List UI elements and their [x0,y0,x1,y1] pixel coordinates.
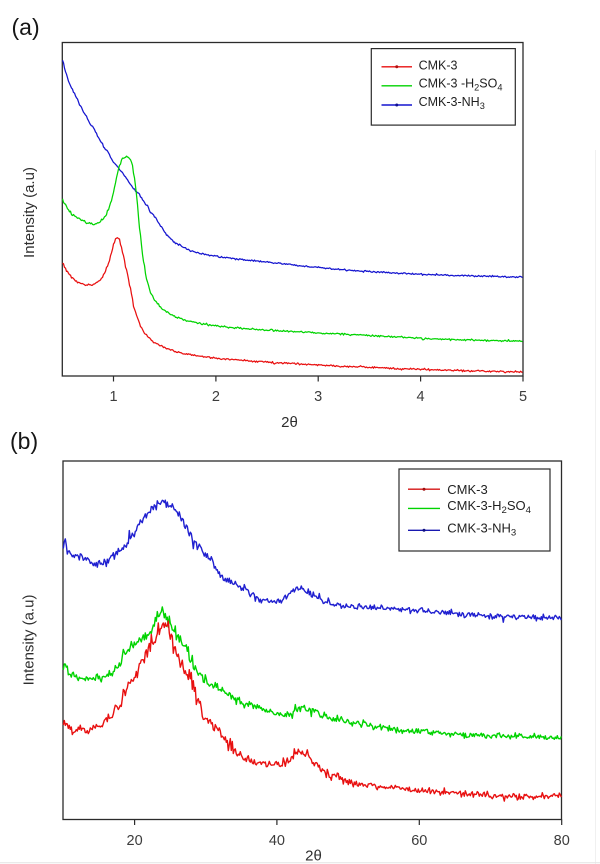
svg-text:5: 5 [519,389,527,405]
svg-text:CMK-3 -H2SO4: CMK-3 -H2SO4 [419,77,503,93]
svg-text:(a): (a) [12,14,40,40]
svg-text:4: 4 [417,389,425,405]
svg-text:Intensity (a.u): Intensity (a.u) [21,595,38,686]
svg-text:CMK-3: CMK-3 [447,482,487,497]
svg-text:20: 20 [127,833,143,849]
svg-text:3: 3 [314,389,322,405]
svg-text:(b): (b) [10,428,38,454]
svg-text:60: 60 [411,833,427,849]
svg-text:CMK-3-NH3: CMK-3-NH3 [419,95,485,111]
svg-text:2θ: 2θ [281,414,298,431]
svg-text:CMK-3-NH3: CMK-3-NH3 [447,520,516,538]
svg-text:80: 80 [554,833,570,849]
svg-text:1: 1 [109,389,117,405]
svg-text:40: 40 [269,833,285,849]
svg-text:2: 2 [212,389,220,405]
svg-text:Intensity (a.u): Intensity (a.u) [21,167,38,258]
svg-text:CMK-3-H2SO4: CMK-3-H2SO4 [447,498,531,516]
svg-text:CMK-3: CMK-3 [419,58,458,72]
svg-text:2θ: 2θ [305,848,322,864]
